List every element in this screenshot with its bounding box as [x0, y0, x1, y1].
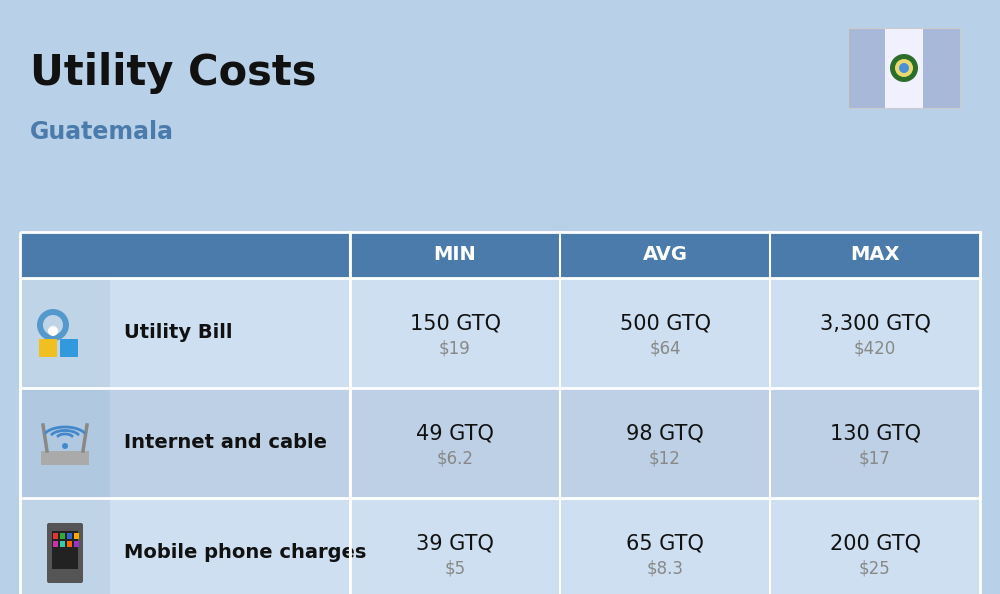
- Circle shape: [48, 326, 58, 336]
- Circle shape: [890, 54, 918, 82]
- Text: 65 GTQ: 65 GTQ: [626, 533, 704, 553]
- Bar: [20, 278, 980, 388]
- Text: $12: $12: [649, 450, 681, 468]
- Bar: [20, 388, 980, 498]
- Text: 200 GTQ: 200 GTQ: [830, 533, 920, 553]
- Circle shape: [43, 315, 63, 335]
- Text: 39 GTQ: 39 GTQ: [416, 533, 494, 553]
- Bar: [20, 232, 980, 278]
- Bar: [60, 533, 65, 539]
- Text: Utility Bill: Utility Bill: [124, 324, 232, 343]
- Text: Internet and cable: Internet and cable: [124, 434, 327, 453]
- Text: $64: $64: [649, 340, 681, 358]
- Text: MAX: MAX: [850, 245, 900, 264]
- Text: $25: $25: [859, 560, 891, 578]
- Bar: [67, 541, 72, 547]
- Bar: [60, 339, 78, 357]
- Bar: [74, 533, 79, 539]
- Circle shape: [895, 59, 913, 77]
- Bar: [848, 28, 960, 108]
- Bar: [848, 28, 960, 108]
- Text: $17: $17: [859, 450, 891, 468]
- Text: $6.2: $6.2: [436, 450, 474, 468]
- Circle shape: [899, 63, 909, 73]
- Bar: [41, 451, 89, 465]
- Bar: [20, 498, 110, 594]
- Text: AVG: AVG: [642, 245, 688, 264]
- Bar: [60, 541, 65, 547]
- Text: $420: $420: [854, 340, 896, 358]
- Bar: [67, 533, 72, 539]
- Bar: [20, 498, 980, 594]
- Text: Mobile phone charges: Mobile phone charges: [124, 544, 366, 563]
- Text: $5: $5: [444, 560, 466, 578]
- Bar: [53, 541, 58, 547]
- Bar: [20, 232, 980, 594]
- Bar: [20, 388, 110, 498]
- Bar: [53, 533, 58, 539]
- FancyBboxPatch shape: [47, 523, 83, 583]
- Bar: [52, 531, 78, 569]
- Text: Guatemala: Guatemala: [30, 120, 174, 144]
- Circle shape: [37, 309, 69, 341]
- Text: 98 GTQ: 98 GTQ: [626, 423, 704, 443]
- Text: 130 GTQ: 130 GTQ: [830, 423, 920, 443]
- Text: $8.3: $8.3: [646, 560, 684, 578]
- Bar: [848, 28, 885, 108]
- Bar: [39, 339, 57, 357]
- Bar: [885, 28, 923, 108]
- Text: 500 GTQ: 500 GTQ: [620, 313, 710, 333]
- Text: 49 GTQ: 49 GTQ: [416, 423, 494, 443]
- Text: 3,300 GTQ: 3,300 GTQ: [820, 313, 930, 333]
- Text: Utility Costs: Utility Costs: [30, 52, 316, 94]
- Text: $19: $19: [439, 340, 471, 358]
- Text: MIN: MIN: [434, 245, 476, 264]
- Circle shape: [62, 443, 68, 449]
- Text: 150 GTQ: 150 GTQ: [410, 313, 501, 333]
- Bar: [923, 28, 960, 108]
- Bar: [20, 278, 110, 388]
- Bar: [74, 541, 79, 547]
